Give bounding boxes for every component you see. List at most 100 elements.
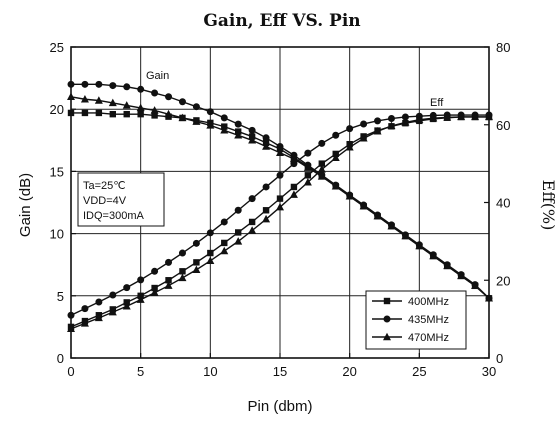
- eff-point-435mhz: [178, 249, 186, 257]
- gain-point-470mhz: [457, 271, 466, 280]
- gain-point-470mhz: [443, 261, 452, 270]
- x-tick-label: 30: [482, 364, 496, 379]
- gain-point-470mhz: [80, 94, 89, 103]
- eff-point-435mhz: [401, 113, 409, 121]
- gain-point-400mhz: [151, 112, 158, 119]
- eff-point-470mhz: [401, 118, 410, 126]
- eff-point-400mhz: [318, 160, 325, 167]
- eff-point-470mhz: [150, 288, 159, 296]
- gain-point-470mhz: [150, 106, 159, 114]
- gain-point-435mhz: [276, 143, 284, 151]
- eff-point-435mhz: [192, 239, 200, 247]
- gain-point-435mhz: [192, 103, 200, 111]
- eff-point-400mhz: [248, 218, 256, 226]
- gain-point-435mhz: [151, 89, 159, 97]
- gain-point-435mhz: [178, 98, 186, 106]
- eff-point-470mhz: [471, 112, 480, 121]
- eff-point-470mhz: [345, 142, 354, 151]
- eff-point-470mhz: [429, 113, 438, 122]
- gain-point-470mhz: [248, 136, 257, 144]
- eff-point-470mhz: [331, 153, 340, 161]
- eff-point-435mhz: [234, 206, 242, 214]
- condition-vdd: VDD=4V: [83, 195, 127, 207]
- eff-point-435mhz: [81, 305, 89, 313]
- condition-temperature: Ta=25℃: [83, 180, 126, 192]
- gain-point-470mhz: [276, 148, 284, 156]
- eff-point-470mhz: [387, 121, 396, 130]
- eff-point-470mhz: [108, 307, 117, 316]
- gain-point-470mhz: [164, 109, 173, 118]
- eff-point-435mhz: [318, 139, 326, 147]
- y-axis-right-label: Eff(%): [539, 180, 555, 231]
- gain-point-470mhz: [206, 121, 215, 129]
- y-right-tick-label: 40: [496, 196, 510, 211]
- y-right-tick-label: 60: [496, 118, 510, 133]
- legend-marker-435mhz: [383, 315, 391, 323]
- gain-point-435mhz: [95, 80, 103, 88]
- gain-point-470mhz: [429, 251, 438, 260]
- eff-point-470mhz: [80, 319, 89, 327]
- legend-label-400mhz: 400MHz: [408, 296, 449, 308]
- gain-point-435mhz: [123, 83, 131, 91]
- gain-point-435mhz: [234, 120, 242, 128]
- y-left-tick-label: 25: [50, 40, 64, 55]
- gain-point-435mhz: [165, 93, 173, 101]
- eff-point-400mhz: [276, 195, 284, 202]
- eff-point-435mhz: [248, 195, 256, 203]
- eff-point-435mhz: [360, 120, 368, 128]
- eff-point-435mhz: [332, 131, 340, 139]
- gain-point-470mhz: [485, 293, 493, 302]
- eff-point-470mhz: [234, 237, 243, 245]
- eff-point-470mhz: [248, 226, 257, 234]
- eff-point-435mhz: [151, 267, 159, 275]
- gain-point-435mhz: [67, 80, 75, 88]
- eff-point-400mhz: [262, 207, 270, 214]
- eff-point-470mhz: [220, 246, 229, 255]
- gain-point-435mhz: [81, 80, 89, 88]
- eff-point-435mhz: [374, 117, 382, 125]
- eff-point-470mhz: [192, 265, 201, 273]
- gain-point-400mhz: [109, 110, 116, 118]
- series-group: [67, 80, 493, 333]
- gain-point-470mhz: [387, 221, 396, 230]
- gain-point-435mhz: [262, 134, 270, 142]
- eff-point-400mhz: [151, 284, 158, 292]
- eff-point-470mhz: [457, 112, 466, 121]
- gain-point-470mhz: [289, 154, 298, 163]
- legend-label-470mhz: 470MHz: [408, 332, 449, 344]
- eff-point-435mhz: [304, 149, 312, 157]
- y-left-tick-label: 0: [57, 351, 64, 366]
- eff-point-470mhz: [67, 324, 75, 333]
- gain-point-470mhz: [220, 126, 229, 134]
- chart-title: Gain, Eff VS. Pin: [203, 11, 360, 31]
- eff-point-470mhz: [262, 214, 271, 223]
- eff-point-470mhz: [359, 134, 368, 142]
- eff-point-470mhz: [206, 256, 215, 265]
- gain-point-470mhz: [192, 117, 201, 125]
- gain-point-470mhz: [373, 211, 382, 220]
- gain-point-470mhz: [331, 182, 340, 190]
- eff-point-400mhz: [207, 249, 214, 257]
- eff-point-470mhz: [415, 115, 424, 123]
- y-axis-left-label: Gain (dB): [17, 173, 34, 237]
- eff-point-470mhz: [443, 113, 452, 121]
- eff-point-470mhz: [303, 177, 312, 186]
- eff-point-470mhz: [317, 165, 326, 173]
- gain-point-435mhz: [248, 126, 256, 134]
- gain-point-470mhz: [136, 103, 145, 112]
- gain-point-470mhz: [415, 241, 424, 250]
- eff-point-435mhz: [109, 291, 117, 299]
- eff-point-470mhz: [178, 273, 187, 282]
- x-tick-label: 10: [203, 364, 217, 379]
- gain-point-470mhz: [317, 172, 326, 180]
- eff-point-400mhz: [304, 172, 312, 179]
- gain-point-435mhz: [220, 114, 228, 122]
- eff-point-470mhz: [164, 281, 173, 289]
- x-axis-label: Pin (dbm): [247, 398, 312, 415]
- y-right-tick-label: 20: [496, 273, 510, 288]
- x-tick-label: 5: [137, 364, 144, 379]
- gain-point-470mhz: [471, 281, 480, 290]
- eff-point-400mhz: [221, 239, 228, 247]
- gain-point-435mhz: [109, 82, 117, 90]
